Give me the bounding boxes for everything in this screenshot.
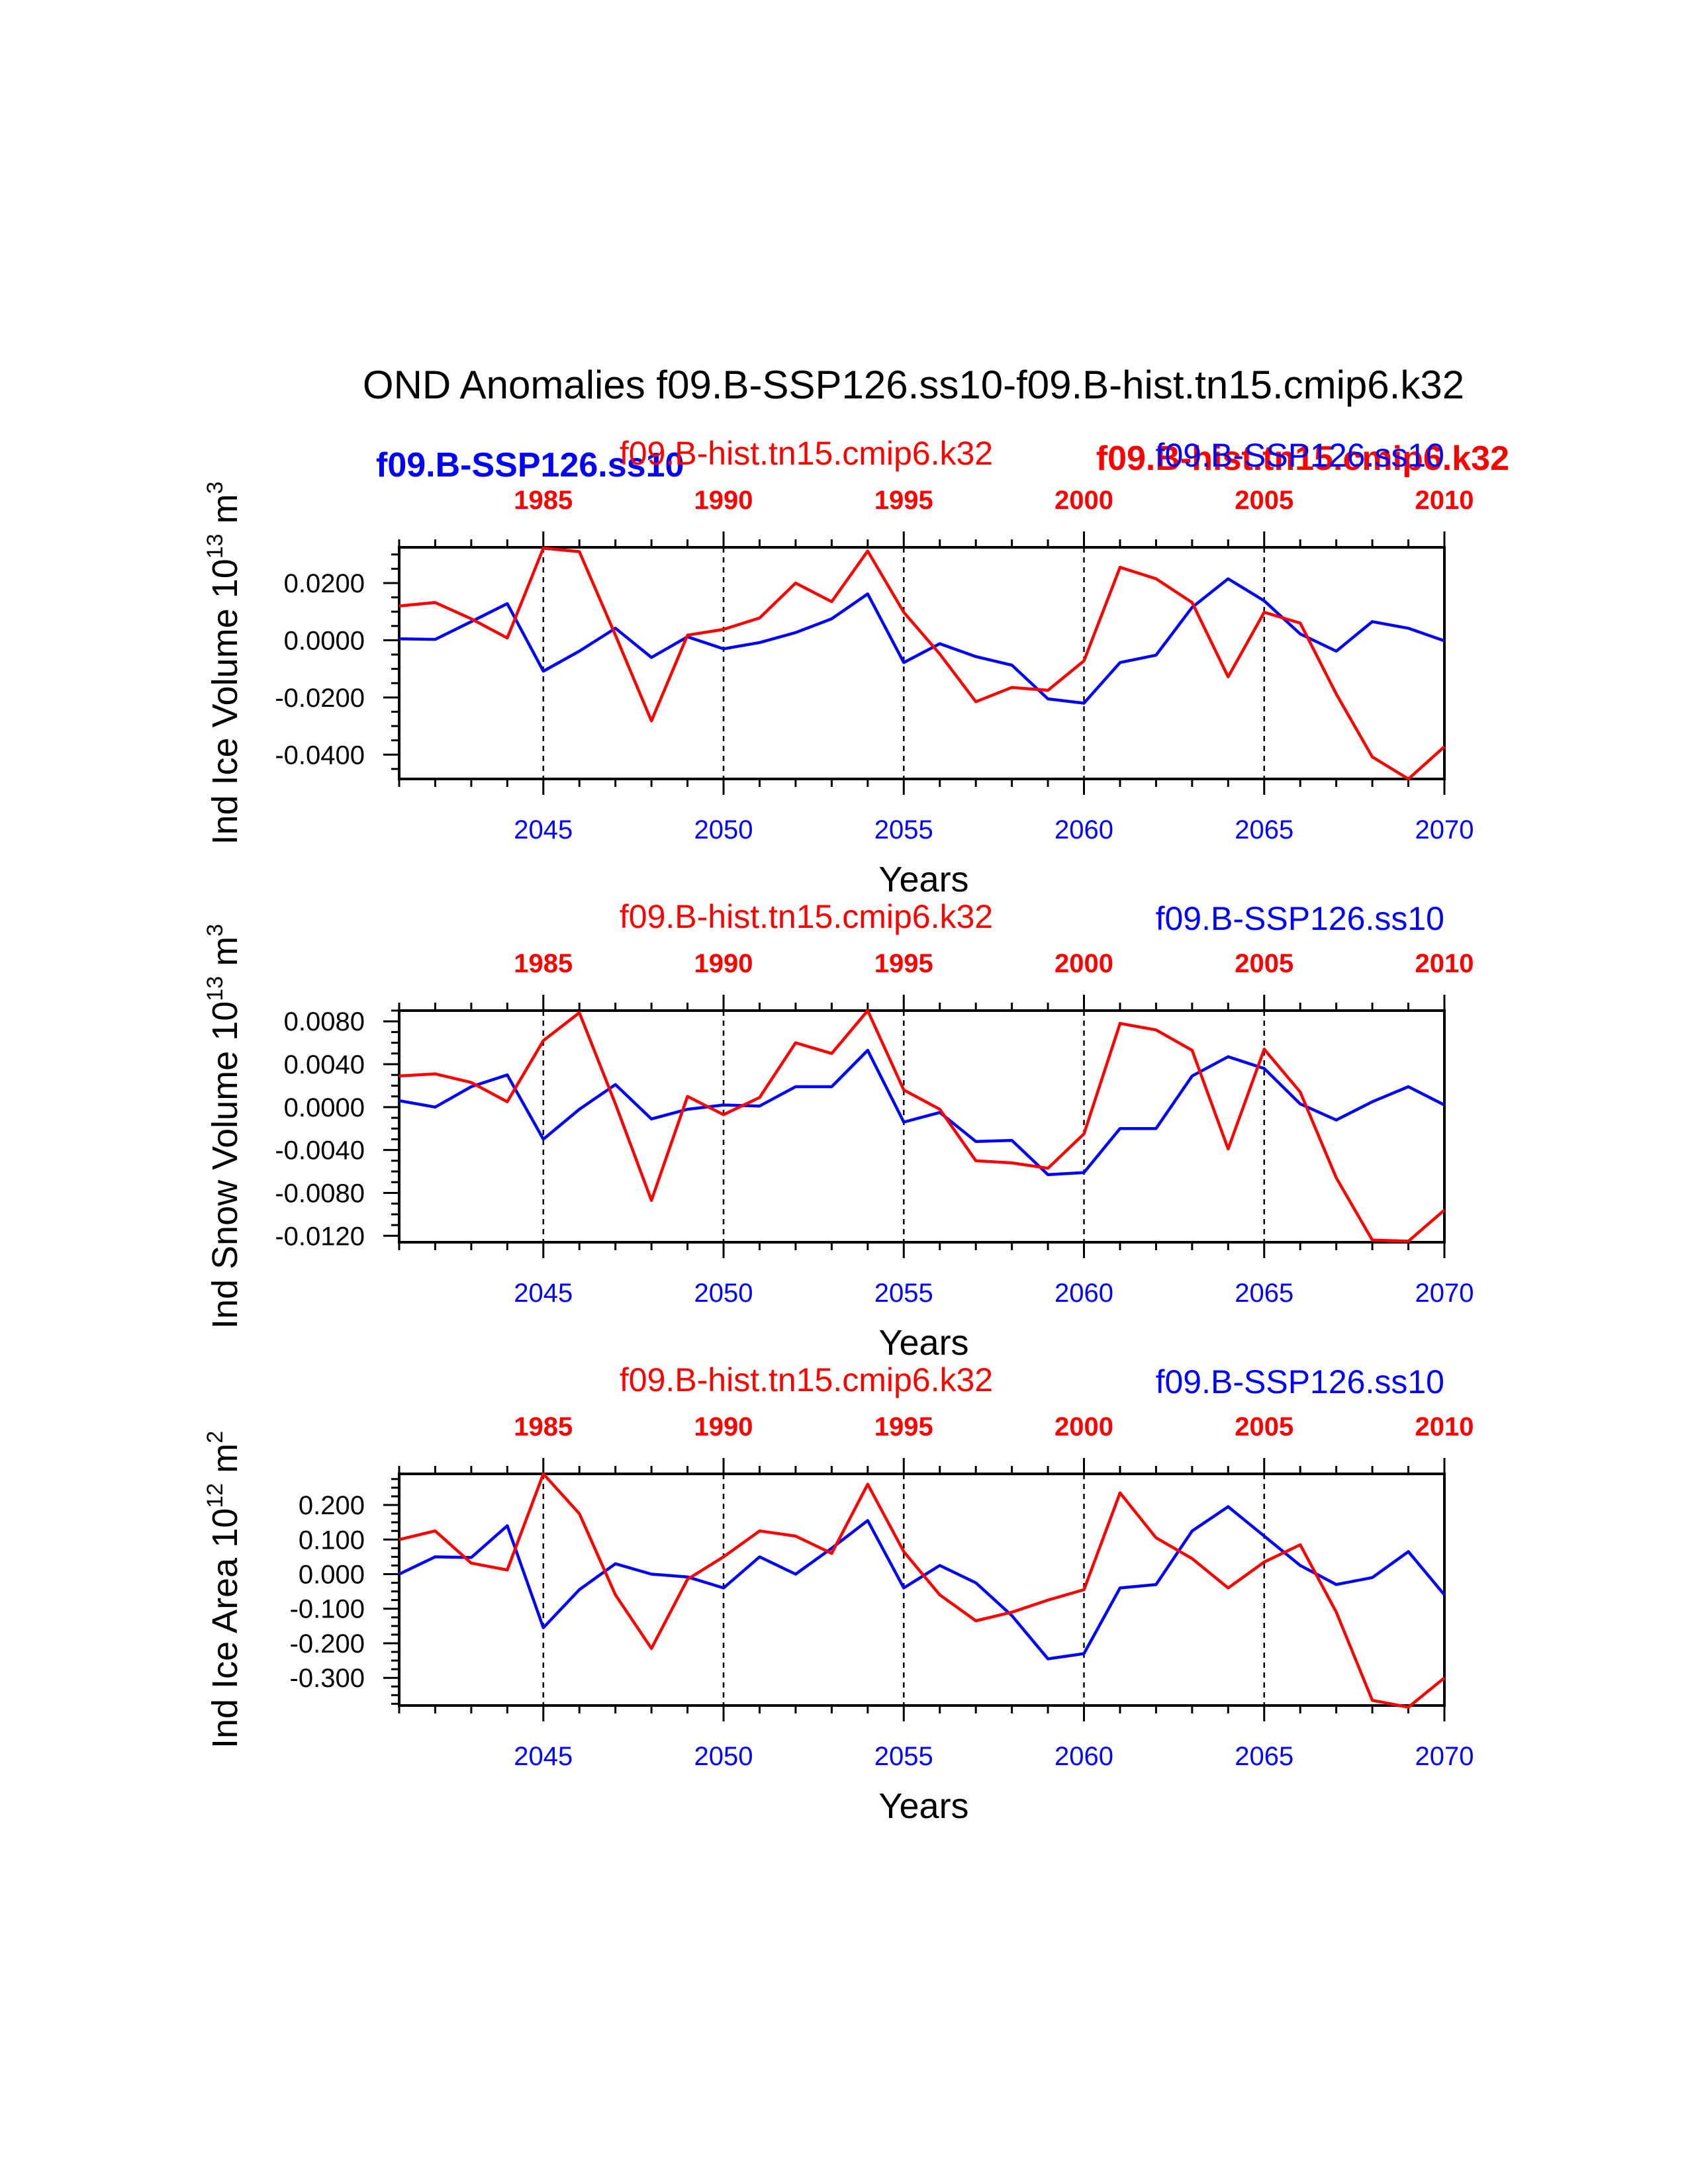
y-axis-title: Ind Ice Volume 1013 m3 [203,481,245,844]
top-xtick-label: 1985 [514,1412,573,1441]
y-tick-label: 0.000 [299,1560,365,1589]
x-tick-label: 2060 [1055,1742,1113,1771]
y-tick-label: -0.200 [290,1629,365,1659]
x-tick-label: 2065 [1235,815,1293,844]
x-axis-title: Years [878,1323,968,1363]
x-tick-label: 2055 [874,815,933,844]
y-tick-label: 0.0040 [284,1050,365,1079]
hist-series-line [399,1472,1446,1709]
y-tick-label: -0.0080 [275,1179,365,1208]
ssp-series-label: f09.B-SSP126.ss10 [1156,1363,1444,1400]
ssp-series-label: f09.B-SSP126.ss10 [1156,900,1444,937]
y-axis-title-unit: m [205,494,245,533]
y-tick-label: -0.0200 [275,684,365,713]
x-tick-label: 2045 [514,815,573,844]
y-axis-title-unit: m [205,1443,245,1483]
ssp-series-label: f09.B-SSP126.ss10 [1156,437,1444,474]
x-tick-label: 2045 [514,1742,573,1771]
top-xtick-label: 2000 [1055,486,1113,515]
top-xtick-label: 1985 [514,949,573,978]
y-axis-title-unit-exponent: 3 [203,924,228,936]
hist-series-label: f09.B-hist.tn15.cmip6.k32 [620,435,993,472]
overlay-label-ssp-bold: f09.B-SSP126.ss10 [376,446,684,484]
ssp-series-line [399,1505,1446,1661]
top-xtick-label: 2010 [1415,486,1474,515]
top-xtick-label: 1995 [874,949,933,978]
ssp-series-line [399,577,1445,705]
x-tick-label: 2060 [1055,815,1113,844]
x-tick-label: 2050 [694,815,753,844]
top-xtick-label: 2005 [1235,949,1293,978]
top-xtick-label: 2000 [1055,949,1113,978]
top-xtick-label: 1990 [694,949,753,978]
y-axis-title-exponent: 13 [203,976,228,1001]
x-tick-label: 2060 [1055,1279,1113,1308]
panel-1: f09.B-hist.tn15.cmip6.k32 f09.B-SSP126.ss… [203,435,1474,899]
x-axis-title: Years [878,1786,968,1826]
ssp-series-line [399,1048,1446,1177]
hist-series-label: f09.B-hist.tn15.cmip6.k32 [620,898,993,935]
top-xtick-label: 2010 [1415,1412,1474,1441]
figure-title: OND Anomalies f09.B-SSP126.ss10-f09.B-hi… [363,363,1464,407]
y-tick-label: -0.0400 [275,741,365,770]
top-xtick-label: 1990 [694,1412,753,1441]
y-axis-title-unit: m [205,936,245,976]
y-axis-title-text: Ind Snow Volume 10 [205,1001,245,1329]
hist-series-line [399,1009,1446,1243]
panel-2: f09.B-hist.tn15.cmip6.k32 f09.B-SSP126.ss… [203,898,1474,1363]
x-tick-label: 2065 [1235,1279,1293,1308]
x-tick-label: 2045 [514,1279,573,1308]
x-tick-label: 2055 [874,1279,933,1308]
x-tick-label: 2050 [694,1742,753,1771]
y-tick-label: 0.0000 [284,1093,365,1122]
y-axis-title-unit-exponent: 2 [203,1431,228,1443]
y-tick-label: -0.0120 [275,1222,365,1251]
y-axis-title-text: Ind Ice Volume 10 [205,559,245,844]
y-axis-title-unit-exponent: 3 [203,481,228,494]
y-tick-label: 0.0000 [284,626,365,655]
y-tick-label: 0.0080 [284,1007,365,1036]
x-tick-label: 2070 [1415,1279,1474,1308]
y-axis-title-exponent: 13 [203,533,228,559]
x-tick-label: 2070 [1415,815,1474,844]
hist-series-line [399,547,1446,781]
y-axis-title-exponent: 12 [203,1483,228,1508]
x-tick-label: 2070 [1415,1742,1474,1771]
hist-series-label: f09.B-hist.tn15.cmip6.k32 [620,1361,993,1398]
y-tick-label: 0.200 [299,1491,365,1520]
top-xtick-label: 1995 [874,1412,933,1441]
y-axis-title: Ind Snow Volume 1013 m3 [203,924,245,1329]
top-xtick-label: 2010 [1415,949,1474,978]
x-tick-label: 2055 [874,1742,933,1771]
top-xtick-label: 2005 [1235,1412,1293,1441]
y-tick-label: 0.100 [299,1525,365,1555]
y-tick-label: 0.0200 [284,569,365,598]
y-axis-title-text: Ind Ice Area 10 [205,1508,245,1749]
plot-frame [398,546,1446,780]
y-tick-label: -0.300 [290,1664,365,1693]
plot-frame [398,1009,1446,1244]
top-xtick-label: 1985 [514,486,573,515]
top-xtick-label: 2005 [1235,486,1293,515]
x-tick-label: 2065 [1235,1742,1293,1771]
plot-frame [398,1473,1446,1707]
x-axis-title: Years [878,860,968,899]
y-tick-label: -0.100 [290,1595,365,1624]
y-tick-label: -0.0040 [275,1136,365,1165]
y-axis-title: Ind Ice Area 1012 m2 [203,1431,245,1749]
top-xtick-label: 1990 [694,486,753,515]
x-tick-label: 2050 [694,1279,753,1308]
overlay-label-hist-bold: f09.B-hist.tn15.cmip6.k32 [1096,439,1509,478]
top-xtick-label: 1995 [874,486,933,515]
top-xtick-label: 2000 [1055,1412,1113,1441]
panel-3: f09.B-hist.tn15.cmip6.k32 f09.B-SSP126.ss… [203,1361,1474,1826]
